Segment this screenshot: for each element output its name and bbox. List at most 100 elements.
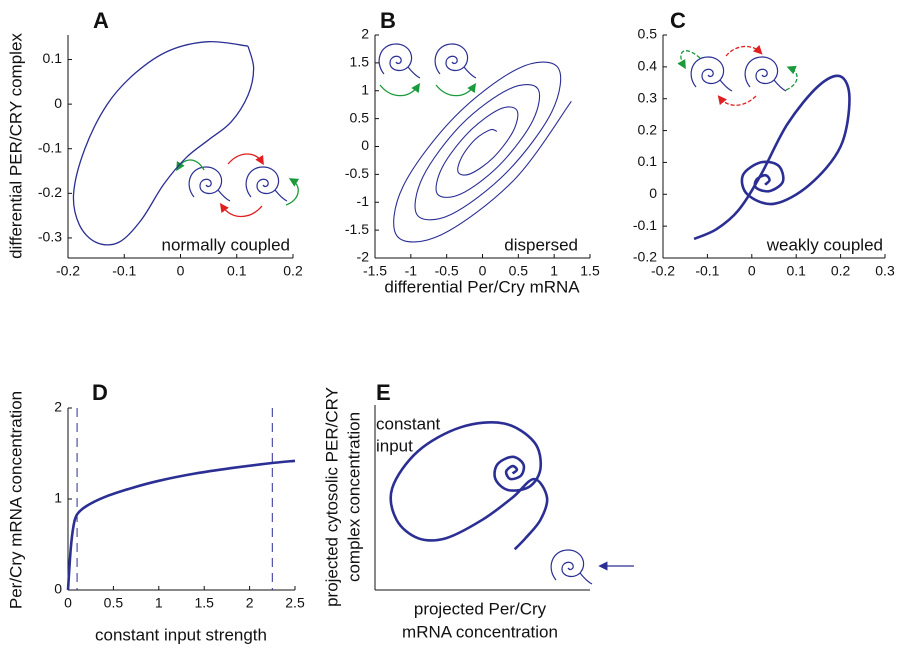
x-tick-label: 0.2 <box>283 263 303 279</box>
panel: -0.2 -0.1 0 0.1 0.2 0.3 -0.2 -0.1 0 0.1 0.2 0.3 0.4 0… <box>633 8 895 279</box>
x-tick-label: 0 <box>479 263 487 279</box>
x-tick-label: 1.5 <box>580 263 600 279</box>
panel-label: E <box>376 380 391 405</box>
y-tick-label: -1 <box>357 193 370 209</box>
y-tick-label: 0.1 <box>638 153 658 169</box>
coupling-arrow <box>285 178 300 206</box>
coupling-arrow <box>435 82 477 97</box>
x-tick-label: -0.2 <box>651 263 675 279</box>
annotation: constant <box>376 414 441 433</box>
y-tick-label: 1 <box>54 490 62 506</box>
x-tick-label: 0.1 <box>786 263 806 279</box>
x-axis-label: constant input strength <box>95 625 267 644</box>
y-tick-label: 0.3 <box>638 89 658 105</box>
oscillator-icon <box>690 56 733 92</box>
y-tick-label: -0.5 <box>345 165 369 181</box>
coupling-arrow <box>379 82 421 97</box>
annotation: dispersed <box>504 235 578 254</box>
oscillator-icon <box>378 43 421 79</box>
x-tick-label: 0 <box>177 263 185 279</box>
x-tick-label: 0 <box>64 595 72 611</box>
oscillator-icon <box>245 166 288 202</box>
y-tick-label: 0 <box>54 95 62 111</box>
x-tick-label: 0.1 <box>227 263 247 279</box>
y-tick-label: 0.4 <box>638 58 658 74</box>
inset-a <box>176 153 300 218</box>
x-tick-label: 2 <box>246 595 254 611</box>
x-tick-label: -1 <box>405 263 418 279</box>
panel: E <box>374 380 590 591</box>
y-tick-label: -0.3 <box>38 229 62 245</box>
panel: -0.2 -0.1 0 0.1 0.2 -0.3 -0.2 -0.1 0 0.1 A <box>38 8 303 279</box>
x-tick-label: 2.5 <box>285 595 305 611</box>
x-tick-label: -1.5 <box>363 263 387 279</box>
y-tick-label: 1 <box>361 81 369 97</box>
y-tick-label: 2 <box>361 26 369 42</box>
y-tick-label: 0 <box>649 185 657 201</box>
y-tick-label: -0.2 <box>38 184 62 200</box>
panel-label: A <box>93 8 109 33</box>
annotation: input <box>376 436 413 455</box>
panel-label: C <box>670 8 686 33</box>
y-tick-label: 0 <box>54 581 62 597</box>
coupling-arrow <box>677 50 701 70</box>
y-tick-label: 0.2 <box>638 121 658 137</box>
y-tick-label: -0.1 <box>633 217 657 233</box>
y-tick-label: 0.5 <box>638 26 658 42</box>
y-axis-label: projected cytosolic PER/CRY <box>322 387 341 607</box>
y-tick-label: 2 <box>54 399 62 415</box>
coupling-arrow <box>227 153 264 166</box>
panel: -1.5 -1 -0.5 0 0.5 1 1.5-2-1.5-1-0.500.511.52B <box>345 8 600 279</box>
x-tick-label: 1 <box>155 595 163 611</box>
inset-c <box>677 44 798 106</box>
y-tick-label: -1.5 <box>345 221 369 237</box>
x-tick-label: 0.5 <box>104 595 124 611</box>
coupling-arrow <box>176 159 205 172</box>
x-axis-label: differential Per/Cry mRNA <box>384 277 580 296</box>
x-tick-label: 1 <box>550 263 558 279</box>
y-axis-label: Per/Cry mRNA concentration <box>6 391 25 609</box>
trajectory <box>66 459 296 591</box>
coupling-arrow <box>219 203 263 218</box>
x-tick-label: -0.2 <box>56 263 80 279</box>
trajectory <box>393 61 572 243</box>
y-tick-label: -0.1 <box>38 139 62 155</box>
panel-label: D <box>92 380 108 405</box>
x-tick-label: -0.1 <box>695 263 719 279</box>
x-tick-label: -0.5 <box>435 263 459 279</box>
trajectory <box>693 74 851 241</box>
coupling-arrow <box>717 95 757 106</box>
annotation: normally coupled <box>161 235 290 254</box>
x-tick-label: 0.5 <box>509 263 529 279</box>
oscillator-icon <box>188 166 231 202</box>
coupling-arrow <box>785 65 798 91</box>
panel: 0 0.5 1 1.5 2 2.5 0 1 2 D <box>54 380 305 611</box>
y-tick-label: -0.2 <box>633 249 657 265</box>
x-tick-label: 1.5 <box>194 595 214 611</box>
inset-b <box>378 43 477 97</box>
coupling-arrow <box>725 44 763 57</box>
oscillator-icon <box>744 56 787 92</box>
annotation: weakly coupled <box>766 235 883 254</box>
x-axis-label: mRNA concentration <box>402 622 558 641</box>
x-tick-label: 0 <box>748 263 756 279</box>
y-tick-label: 1.5 <box>350 54 370 70</box>
y-tick-label: 0 <box>361 137 369 153</box>
y-axis-label: complex concentration <box>344 412 363 582</box>
x-tick-label: -0.1 <box>112 263 136 279</box>
y-tick-label: 0.5 <box>350 109 370 125</box>
x-tick-label: 0.3 <box>875 263 895 279</box>
panel-label: B <box>380 8 396 33</box>
inset-e <box>550 549 634 585</box>
trajectory <box>389 421 549 551</box>
y-axis-label: differential PER/CRY complex <box>6 33 25 259</box>
y-tick-label: 0.1 <box>43 50 63 66</box>
x-axis-label: projected Per/Cry <box>414 599 547 618</box>
x-tick-label: 0.2 <box>831 263 851 279</box>
oscillator-icon <box>550 549 593 585</box>
y-tick-label: -2 <box>357 249 370 265</box>
trajectory <box>72 40 255 246</box>
oscillator-icon <box>434 43 477 79</box>
